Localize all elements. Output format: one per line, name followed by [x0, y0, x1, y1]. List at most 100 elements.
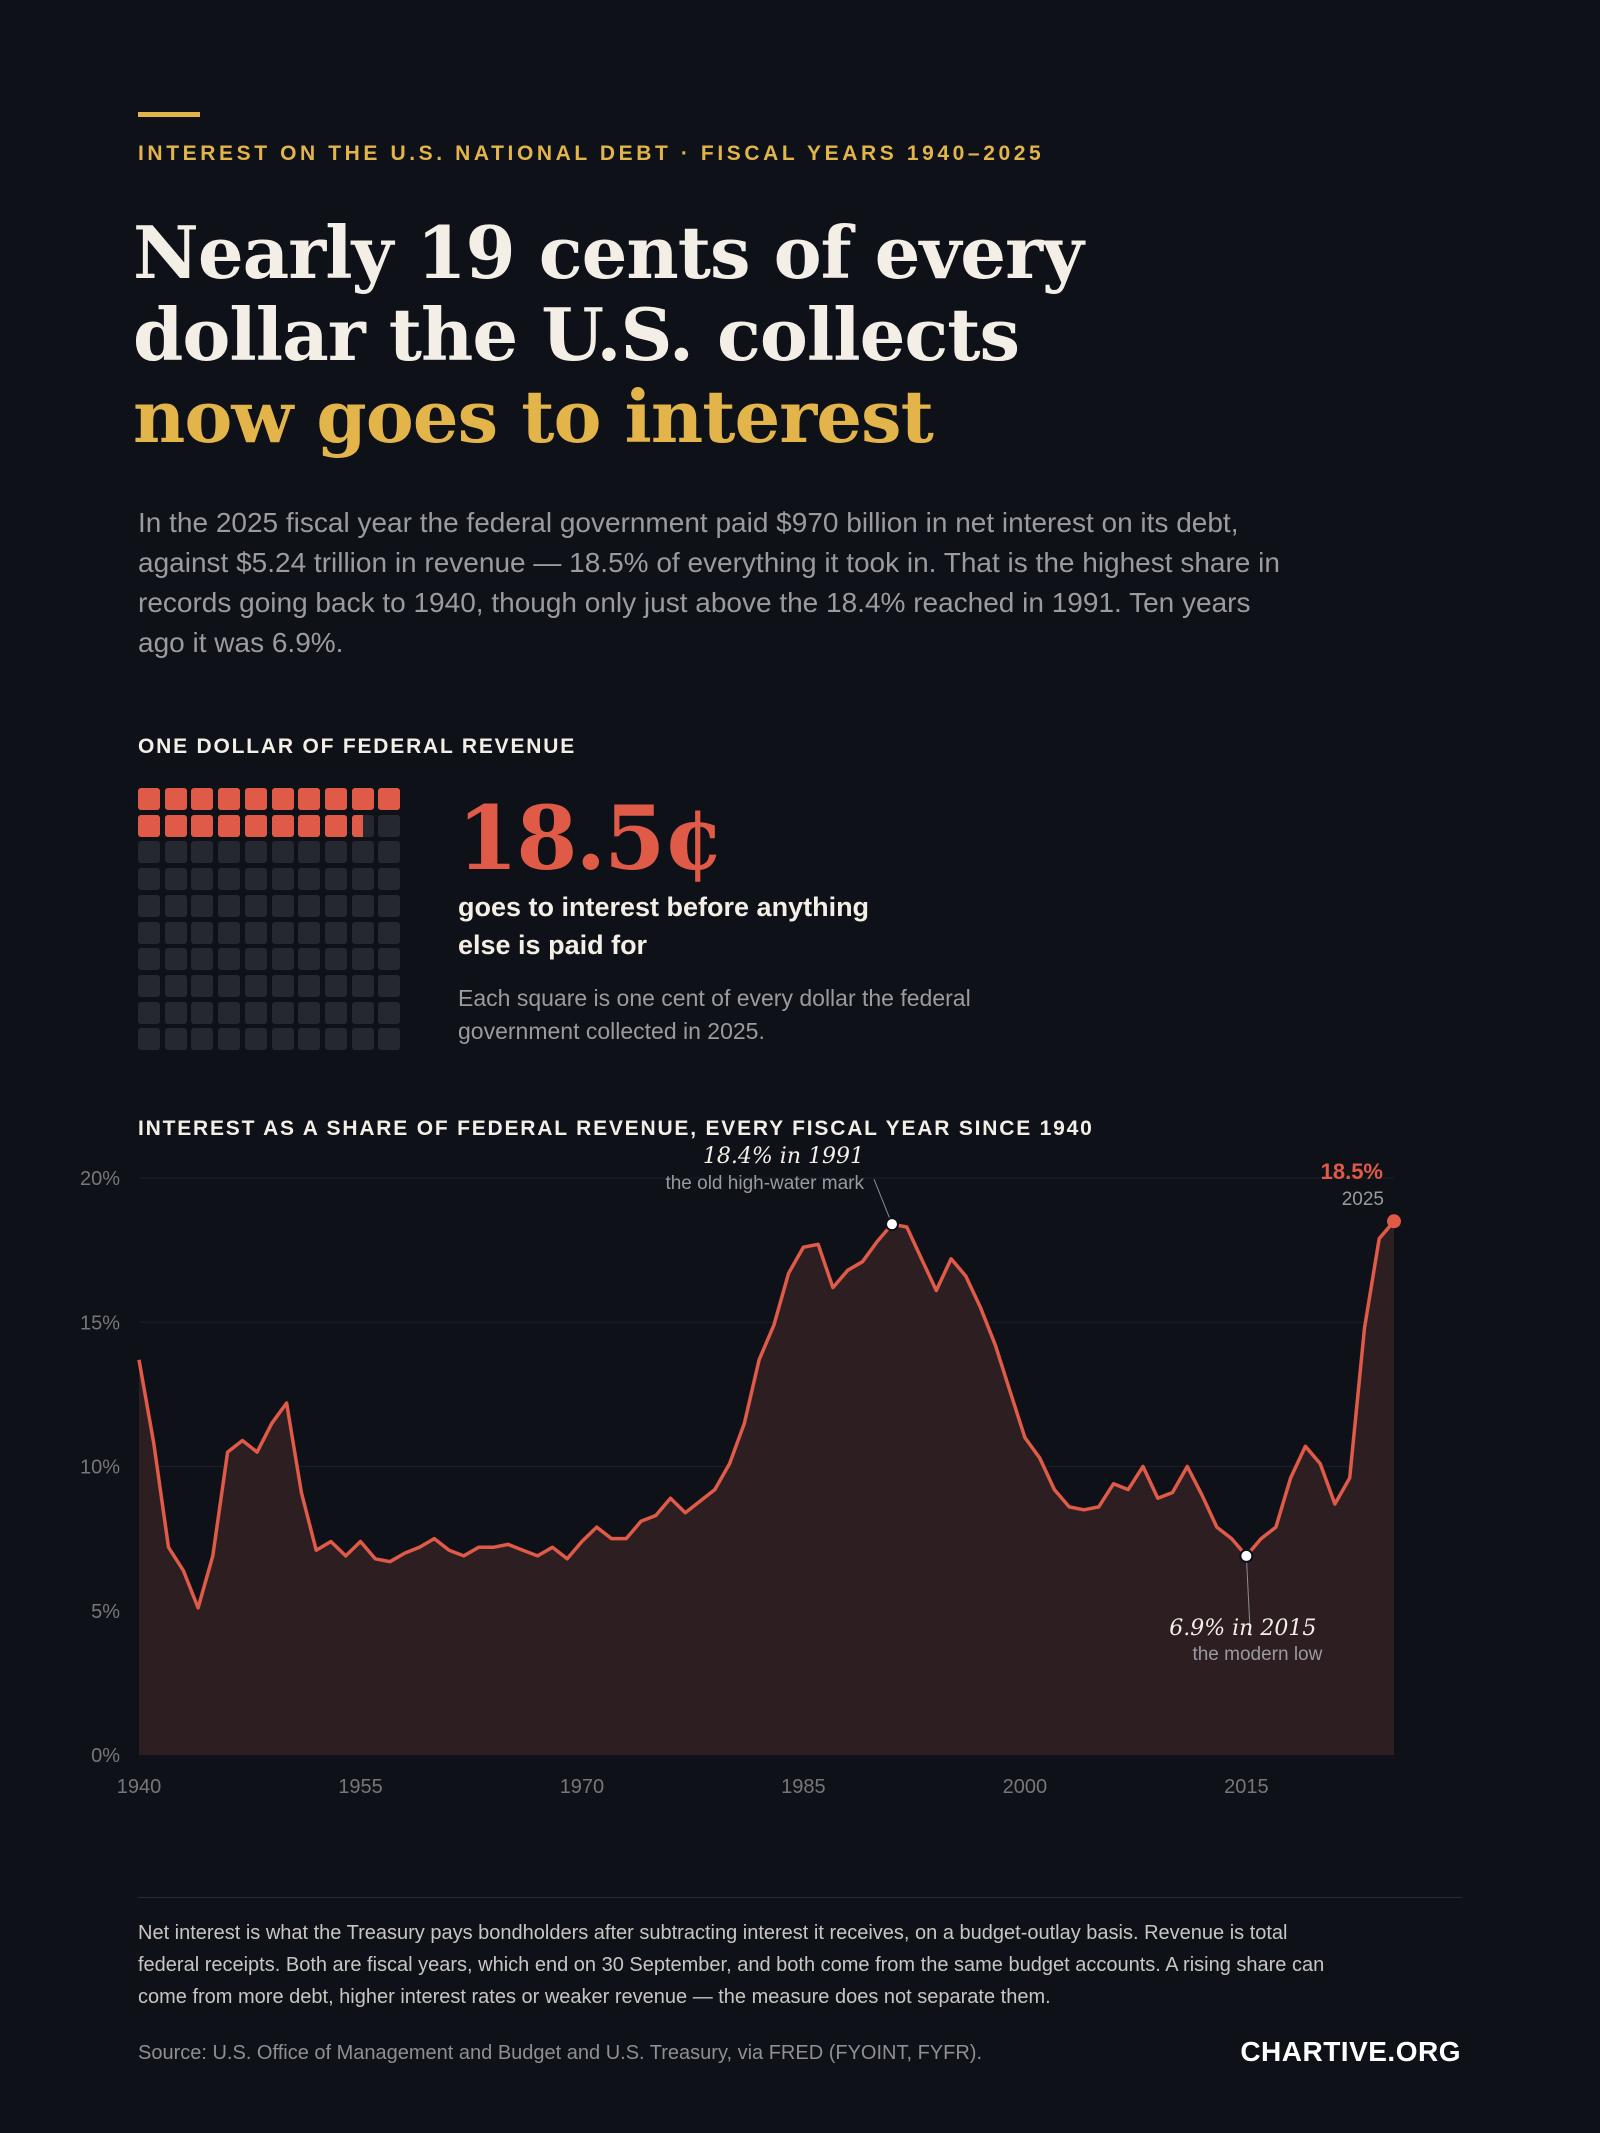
- waffle-cell: [324, 894, 347, 917]
- waffle-cell: [378, 788, 401, 810]
- waffle-cell: [138, 921, 160, 944]
- waffle-cell: [164, 921, 187, 944]
- waffle-label: ONE DOLLAR OF FEDERAL REVENUE: [138, 735, 577, 758]
- headline-line-1: Nearly 19 cents of every: [133, 210, 1084, 295]
- waffle-cell: [298, 1001, 321, 1024]
- waffle-cell: [244, 894, 267, 917]
- waffle-cell: [218, 894, 241, 917]
- headline-line-2: dollar the U.S. collects: [133, 292, 1020, 377]
- x-tick-label: 1985: [781, 1776, 826, 1798]
- x-tick-label: 1940: [117, 1776, 162, 1798]
- big-value: 18.5¢: [457, 786, 725, 890]
- waffle-cell: [351, 1001, 374, 1024]
- waffle-cell: [218, 1028, 241, 1051]
- waffle-cell: [218, 974, 241, 997]
- waffle-cell: [351, 894, 374, 917]
- waffle-cell: [244, 868, 267, 891]
- waffle-cell: [244, 788, 267, 810]
- waffle-cell: [164, 894, 187, 917]
- waffle-cell: [218, 788, 241, 810]
- y-tick-label: 0%: [91, 1745, 120, 1767]
- waffle-cell: [218, 814, 241, 837]
- waffle-cell: [298, 974, 321, 997]
- waffle-cell: [298, 948, 321, 971]
- annotation-sublabel: the modern low: [1192, 1644, 1322, 1665]
- waffle-cell: [164, 1028, 187, 1051]
- waffle-cell: [191, 948, 214, 971]
- waffle-cell: [298, 814, 321, 837]
- waffle-cell: [298, 841, 321, 864]
- y-tick-label: 5%: [91, 1601, 120, 1623]
- waffle-cell: [191, 974, 214, 997]
- waffle-cell: [324, 948, 347, 971]
- waffle-cell: [324, 921, 347, 944]
- waffle-cell: [378, 814, 401, 837]
- annotation-marker: [885, 1217, 899, 1232]
- annotation-leader: [1245, 1555, 1251, 1636]
- accent-bar: [138, 112, 200, 117]
- waffle-cell: [271, 788, 294, 810]
- x-tick-label: 2000: [1003, 1776, 1048, 1798]
- waffle-cell: [378, 1001, 401, 1024]
- waffle-cell: [351, 868, 374, 891]
- waffle-cell: [324, 974, 347, 997]
- waffle-cell: [244, 948, 267, 971]
- waffle-cell: [191, 788, 214, 810]
- waffle-cell: [378, 921, 401, 944]
- waffle-cell: [138, 868, 160, 891]
- waffle-cell: [351, 788, 374, 810]
- y-tick-label: 10%: [80, 1457, 120, 1479]
- waffle-cell: [271, 814, 294, 837]
- annotation-label: 6.9% in 2015: [1169, 1616, 1316, 1641]
- source-line: Source: U.S. Office of Management and Bu…: [138, 2042, 983, 2064]
- x-tick-label: 1955: [338, 1776, 383, 1798]
- big-note: Each square is one cent of every dollar …: [458, 985, 971, 1044]
- waffle-cell: [138, 1001, 160, 1024]
- waffle-cell: [218, 868, 241, 891]
- waffle-cell: [191, 921, 214, 944]
- endpoint-label: 18.5%: [1321, 1159, 1383, 1184]
- waffle-cell: [271, 974, 294, 997]
- big-caption: goes to interest before anything else is…: [458, 892, 870, 960]
- waffle-cell: [271, 841, 294, 864]
- waffle-cell: [138, 814, 160, 837]
- waffle-cell: [164, 948, 187, 971]
- waffle-cell: [378, 894, 401, 917]
- y-tick-label: 15%: [80, 1312, 120, 1334]
- annotation-sublabel: the old high-water mark: [665, 1173, 864, 1194]
- waffle-cell: [191, 894, 214, 917]
- waffle-cell: [351, 974, 374, 997]
- waffle-cell: [351, 948, 374, 971]
- waffle-cell: [271, 921, 294, 944]
- waffle-cell: [164, 868, 187, 891]
- waffle-cell: [164, 841, 187, 864]
- waffle-cell: [191, 814, 214, 837]
- waffle-cell: [138, 788, 160, 810]
- waffle-cell: [378, 841, 401, 864]
- waffle-cell: [138, 841, 160, 864]
- series-line: [137, 1220, 1396, 1610]
- waffle-cell: [244, 1001, 267, 1024]
- headline: Nearly 19 cents of every dollar the U.S.…: [133, 212, 1433, 458]
- waffle-cell: [164, 1001, 187, 1024]
- waffle-cell: [218, 921, 241, 944]
- annotation-leader: [873, 1178, 893, 1225]
- x-tick-label: 2015: [1224, 1776, 1269, 1798]
- waffle-cell: [138, 894, 160, 917]
- lede: In the 2025 fiscal year the federal gove…: [138, 507, 1280, 658]
- annotation-label: 18.4% in 1991: [703, 1144, 864, 1169]
- waffle-cell: [351, 841, 374, 864]
- x-tick-label: 1970: [560, 1776, 605, 1798]
- line-chart: 0% 5% 10% 15% 20% 1940 1955 1970 1985 2000 2015 1…: [80, 1144, 1401, 1798]
- waffle-cell: [164, 788, 187, 810]
- waffle-cell: [351, 814, 374, 837]
- chart-title: INTEREST AS A SHARE OF FEDERAL REVENUE, …: [138, 1117, 1094, 1140]
- waffle-cell: [351, 1028, 374, 1051]
- waffle-cell: [244, 841, 267, 864]
- waffle-cell: [218, 1001, 241, 1024]
- y-tick-label: 20%: [80, 1168, 120, 1190]
- footnote: Net interest is what the Treasury pays b…: [138, 1922, 1325, 2008]
- waffle-cell: [271, 948, 294, 971]
- waffle-cell: [324, 814, 347, 837]
- waffle-cell: [244, 814, 267, 837]
